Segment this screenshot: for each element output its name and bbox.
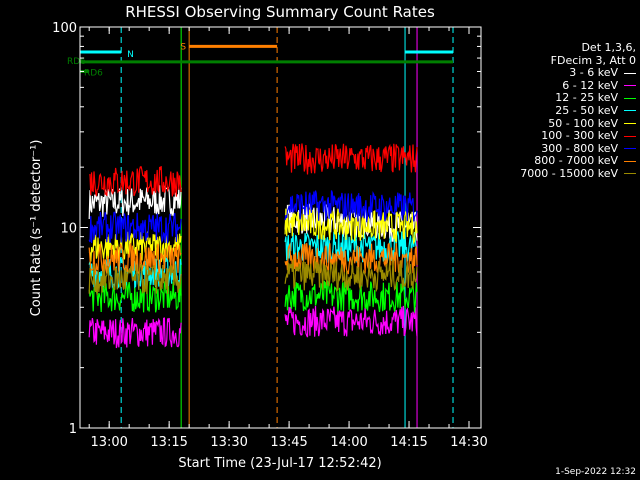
legend-label: 800 - 7000 keV — [534, 154, 618, 168]
legend-label: 25 - 50 keV — [555, 103, 618, 117]
y-tick-label-0: 1 — [69, 422, 77, 437]
x-axis-label: Start Time (23-Jul-17 12:52:42) — [178, 456, 381, 471]
legend-swatch — [624, 135, 636, 137]
footer-timestamp: 1-Sep-2022 12:32 — [555, 467, 636, 477]
y-tick-label-2: 100 — [52, 21, 77, 36]
series-line-8 — [88, 259, 418, 296]
legend-swatch — [624, 148, 636, 150]
x-tick-label-4: 14:00 — [330, 435, 367, 450]
legend-entries: 3 - 6 keV 6 - 12 keV 12 - 25 keV 25 - 50 ke… — [486, 66, 636, 181]
y-axis-label: Count Rate (s⁻¹ detector⁻¹) — [29, 140, 44, 317]
legend-entry: 50 - 100 keV — [486, 116, 636, 131]
legend-entry: 3 - 6 keV — [486, 66, 636, 80]
legend-label: 12 - 25 keV — [555, 91, 618, 105]
legend-label: 3 - 6 keV — [569, 66, 618, 80]
legend-swatch — [624, 97, 636, 99]
legend-label: 50 - 100 keV — [548, 116, 618, 130]
series-line-1 — [88, 305, 418, 349]
x-tick-label-1: 13:15 — [150, 435, 187, 450]
legend-label: 100 - 300 keV — [541, 129, 618, 143]
legend-entry: 7000 - 15000 keV — [486, 166, 636, 181]
legend-label: 7000 - 15000 keV — [520, 166, 618, 180]
chart-title: RHESSI Observing Summary Count Rates — [125, 3, 435, 21]
x-tick-label-3: 13:45 — [270, 435, 307, 450]
time-bar-label-3: RD6 — [84, 68, 103, 78]
legend: Det 1,3,6, FDecim 3, Att 0 3 - 6 keV 6 - … — [486, 41, 636, 181]
series-line-5 — [88, 143, 418, 197]
legend-entry: 12 - 25 keV — [486, 92, 636, 105]
legend-swatch — [624, 173, 636, 175]
time-bar-label-2: RD6 — [67, 57, 86, 67]
legend-entry: 800 - 7000 keV — [486, 155, 636, 168]
legend-entry: 25 - 50 keV — [486, 103, 636, 118]
y-tick-label-1: 10 — [60, 222, 77, 237]
axes: 13:00 13:15 13:30 13:45 14:00 14:15 14:30 1 10 10… — [52, 21, 488, 450]
legend-label: 6 - 12 keV — [562, 78, 618, 92]
x-tick-label-5: 14:15 — [390, 435, 427, 450]
time-bar-label-0: N — [127, 50, 134, 60]
legend-swatch — [624, 85, 636, 87]
legend-swatch — [624, 110, 636, 112]
legend-swatch — [624, 72, 636, 74]
time-bar-label-1: S — [180, 42, 186, 52]
legend-header-detectors: Det 1,3,6, — [581, 41, 636, 54]
series-line-6 — [88, 190, 418, 244]
legend-entry: 6 - 12 keV — [486, 78, 636, 93]
legend-swatch — [624, 160, 636, 162]
legend-entry: 100 - 300 keV — [486, 129, 636, 143]
x-tick-label-2: 13:30 — [210, 435, 247, 450]
legend-header-decimation: FDecim 3, Att 0 — [550, 53, 636, 67]
legend-label: 300 - 800 keV — [541, 141, 618, 155]
series-line-2 — [88, 279, 418, 313]
legend-swatch — [624, 123, 636, 125]
legend-entry: 300 - 800 keV — [486, 141, 636, 156]
x-tick-label-0: 13:00 — [90, 435, 127, 450]
x-tick-label-6: 14:30 — [450, 435, 487, 450]
